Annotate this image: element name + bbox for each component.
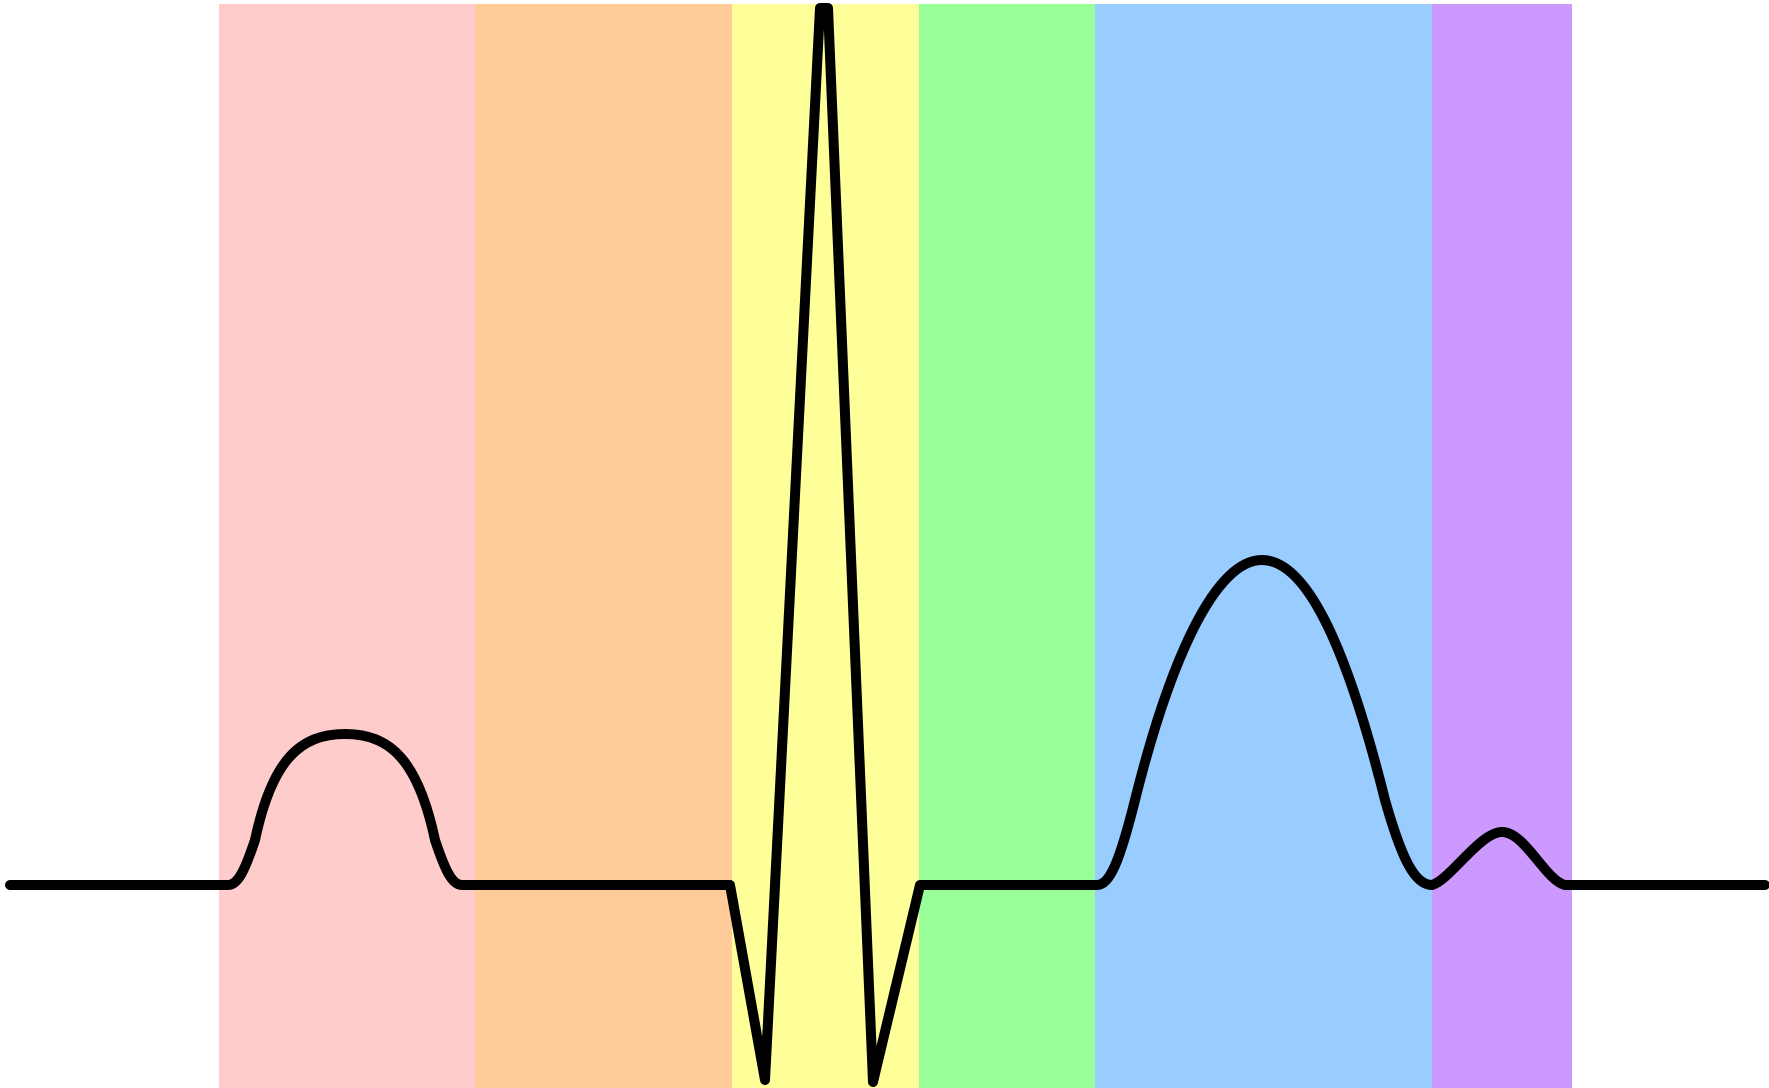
band-2 xyxy=(475,4,732,1088)
ecg-trace-line xyxy=(5,3,1769,1087)
band-3 xyxy=(732,4,919,1088)
band-6 xyxy=(1432,4,1572,1088)
band-1 xyxy=(219,4,475,1088)
band-5 xyxy=(1095,4,1432,1088)
band-4 xyxy=(919,4,1095,1088)
